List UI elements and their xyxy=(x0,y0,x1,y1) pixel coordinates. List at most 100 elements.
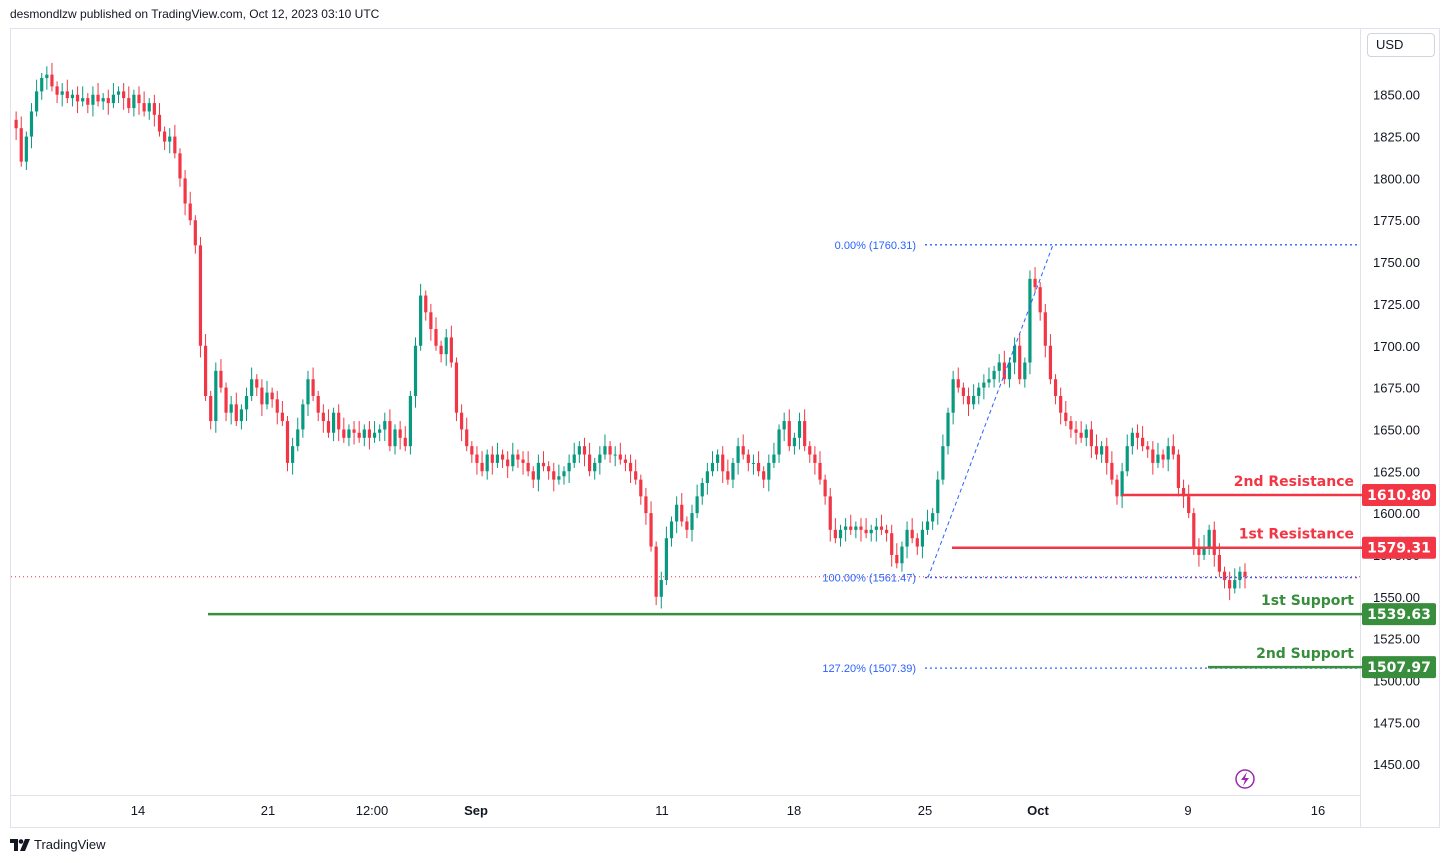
candle-body xyxy=(782,421,786,430)
candle-body xyxy=(1105,446,1109,463)
candle-body xyxy=(531,471,535,480)
candle-body xyxy=(1089,429,1093,447)
candle-body xyxy=(741,446,745,455)
candle-body xyxy=(608,446,612,455)
candle-body xyxy=(869,529,873,534)
candle-body xyxy=(956,379,960,388)
candle-body xyxy=(214,370,218,422)
candle-body xyxy=(598,454,602,463)
candle-body xyxy=(931,513,935,522)
candle-body xyxy=(1166,446,1170,460)
candle-body xyxy=(459,412,464,430)
candle-body xyxy=(142,103,146,112)
candle-body xyxy=(721,454,725,472)
candle-body xyxy=(127,98,131,109)
level-name-label: 2nd Support xyxy=(1256,646,1354,662)
candle-body xyxy=(424,295,428,313)
candle-body xyxy=(1207,529,1211,547)
candle-body xyxy=(644,496,648,514)
candle-body xyxy=(736,446,740,463)
time-tick-label: Sep xyxy=(464,803,488,818)
candle-body xyxy=(900,546,904,564)
fib-trend-line xyxy=(927,244,1054,578)
candle-body xyxy=(152,103,156,115)
price-tick-label: 1550.00 xyxy=(1373,590,1420,605)
candle-body xyxy=(664,538,669,581)
candle-body xyxy=(1202,546,1206,555)
candle-body xyxy=(915,538,919,547)
level-name-label: 1st Support xyxy=(1261,593,1354,609)
candle-body xyxy=(65,91,69,99)
candle-body xyxy=(188,203,192,221)
candle-body xyxy=(1243,571,1247,577)
footer-brand-label: TradingView xyxy=(34,837,106,852)
candle-body xyxy=(1187,496,1191,514)
candle-body xyxy=(1217,554,1221,572)
candle-body xyxy=(526,462,530,472)
candle-body xyxy=(920,529,925,547)
candle-body xyxy=(419,295,423,346)
candle-body xyxy=(388,421,392,447)
time-tick-label: 16 xyxy=(1311,803,1325,818)
candle-body xyxy=(890,533,894,555)
candle-body xyxy=(833,529,837,539)
candle-body xyxy=(675,504,679,522)
price-tick-label: 1825.00 xyxy=(1373,130,1420,145)
candle-body xyxy=(1048,345,1053,380)
price-tick-label: 1450.00 xyxy=(1373,757,1420,772)
candle-body xyxy=(623,459,628,463)
candle-body xyxy=(157,114,162,132)
lightning-bolt-icon[interactable] xyxy=(1235,769,1255,789)
fib-level-label: 127.20% (1507.39) xyxy=(822,663,916,675)
candle-body xyxy=(106,98,110,104)
candle-body xyxy=(536,462,540,480)
candle-body xyxy=(255,379,259,388)
candle-body xyxy=(746,454,750,463)
time-tick-label: 14 xyxy=(131,803,145,818)
candle-body xyxy=(895,554,899,564)
candle-body xyxy=(603,446,607,455)
candle-body xyxy=(316,395,320,413)
candle-body xyxy=(966,395,971,405)
candles-layer xyxy=(11,62,1360,609)
candle-body xyxy=(14,119,18,129)
candle-body xyxy=(485,454,489,472)
candle-body xyxy=(1018,345,1022,380)
candle-body xyxy=(1120,471,1124,497)
candle-body xyxy=(147,103,151,112)
candle-body xyxy=(1069,421,1073,430)
candle-body xyxy=(987,379,991,383)
candle-body xyxy=(1176,454,1181,489)
candle-body xyxy=(408,395,412,447)
price-tick-label: 1725.00 xyxy=(1373,297,1420,312)
candle-body xyxy=(1043,312,1047,346)
candle-body xyxy=(357,432,361,438)
candle-body xyxy=(951,379,955,413)
candle-body xyxy=(173,136,177,154)
candle-body xyxy=(521,459,525,463)
candle-body xyxy=(1053,379,1058,396)
footer-brand[interactable]: TradingView xyxy=(10,837,106,852)
price-tick-label: 1625.00 xyxy=(1373,464,1420,479)
price-tick-label: 1800.00 xyxy=(1373,171,1420,186)
candle-body xyxy=(296,429,300,447)
level-price-label: 1507.97 xyxy=(1367,660,1431,676)
price-tick-label: 1775.00 xyxy=(1373,213,1420,228)
candle-body xyxy=(762,471,766,480)
candle-body xyxy=(803,421,807,447)
currency-selector[interactable]: USD xyxy=(1367,33,1435,57)
time-scale-divider[interactable] xyxy=(10,795,1360,796)
candle-body xyxy=(337,412,341,430)
time-tick-label: 25 xyxy=(918,803,932,818)
candle-body xyxy=(224,387,228,413)
candle-body xyxy=(347,429,351,438)
candle-body xyxy=(229,404,233,413)
candle-body xyxy=(490,454,494,463)
level-price-badge xyxy=(1362,656,1436,679)
candle-body xyxy=(362,429,366,438)
candle-body xyxy=(291,446,295,463)
candle-body xyxy=(1192,513,1196,547)
time-tick-label: 11 xyxy=(655,803,669,818)
candle-body xyxy=(342,429,346,438)
